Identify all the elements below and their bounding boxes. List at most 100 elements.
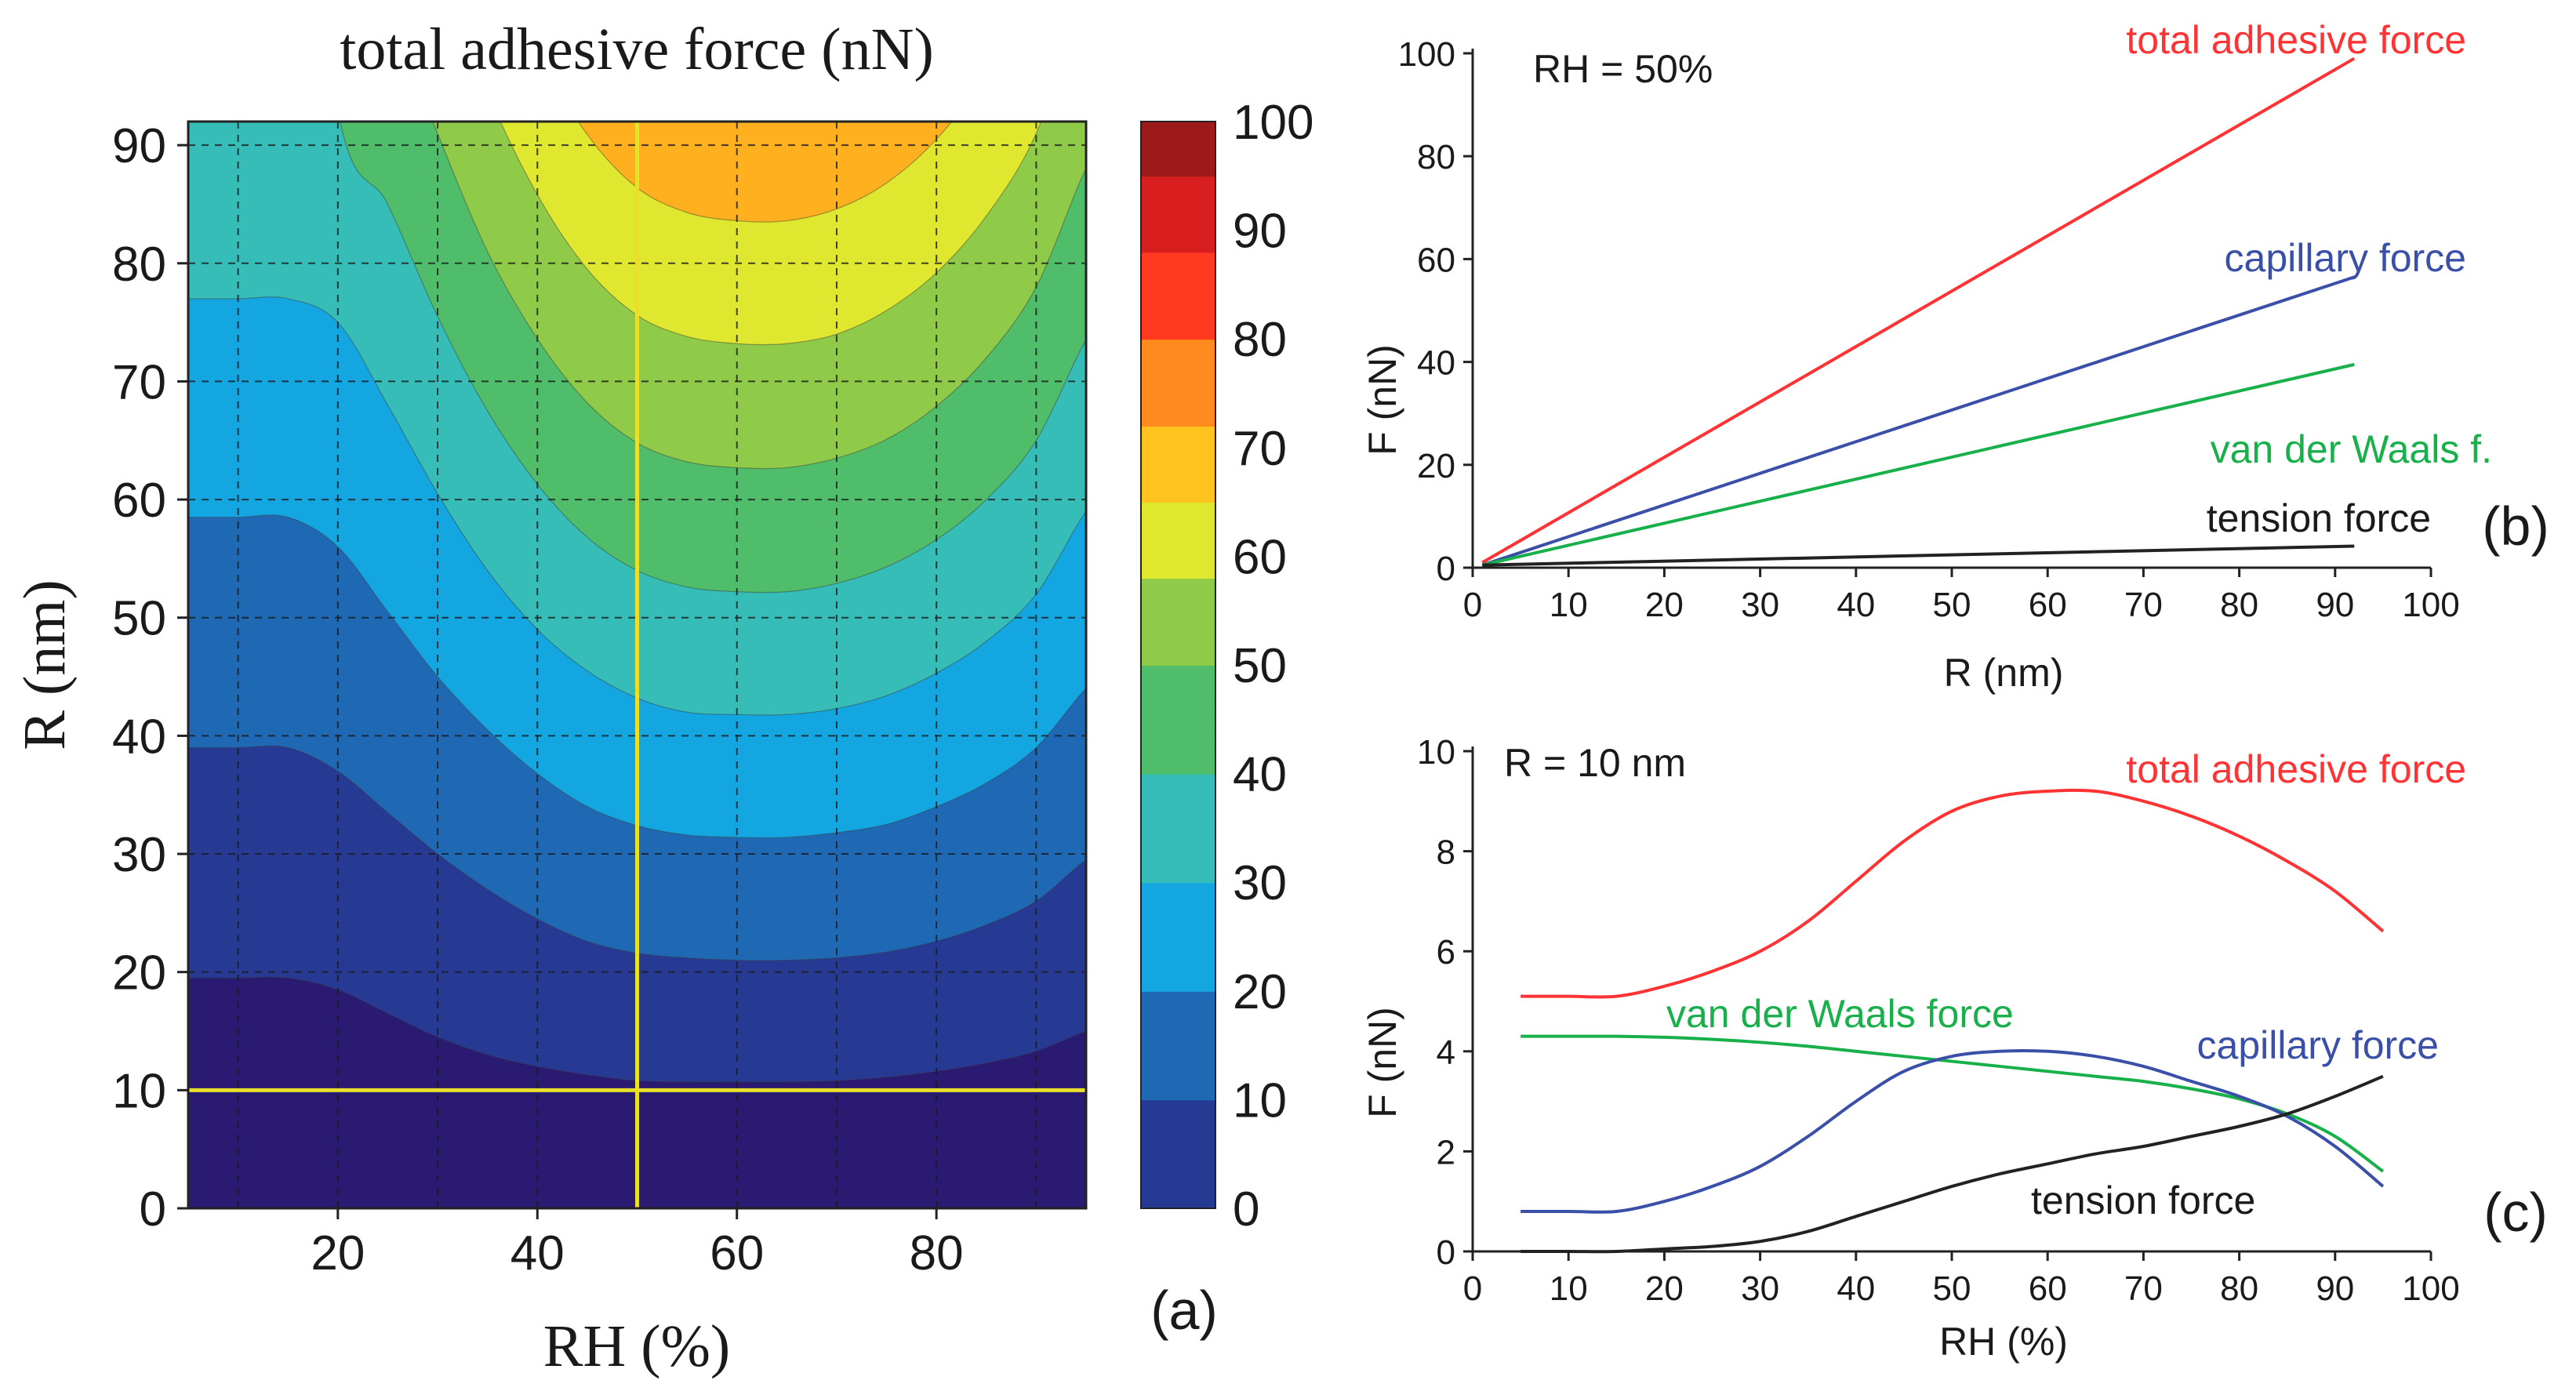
y-tick-label: 10 (1417, 733, 1455, 772)
colorbar-segment (1141, 198, 1215, 209)
colorbar-segment (1141, 621, 1215, 634)
colorbar-segment (1141, 274, 1215, 285)
panel-c-y-label: F (nN) (1361, 1007, 1404, 1118)
x-tick-label: 90 (2316, 586, 2354, 624)
colorbar-tick-label: 80 (1233, 313, 1287, 367)
colorbar-segment (1141, 903, 1215, 916)
colorbar-segment (1141, 914, 1215, 927)
colorbar-tick-label: 90 (1233, 205, 1287, 259)
colorbar-tick-label: 20 (1233, 965, 1287, 1019)
colorbar-segment (1141, 350, 1215, 361)
colorbar-segment (1141, 371, 1215, 383)
y-tick-label: 20 (112, 946, 166, 1001)
panel-a-tag: (a) (1150, 1280, 1218, 1341)
panel-b-series (1481, 56, 2356, 567)
y-tick-label: 70 (112, 355, 166, 409)
series-line-total-adhesive-force (1521, 788, 2385, 999)
colorbar-segment (1141, 1077, 1215, 1090)
colorbar-segment (1141, 284, 1215, 296)
y-tick-label: 0 (140, 1182, 166, 1237)
x-tick-label: 30 (1741, 1269, 1779, 1308)
colorbar-segment (1141, 382, 1215, 394)
colorbar-segment (1141, 893, 1215, 905)
contour-frame (187, 120, 1088, 1210)
panel-b: 0 20 40 60 80 100 0 10 20 30 40 50 60 70 80 90 100 total… (1361, 18, 2549, 695)
series-line-tension-force (1521, 1074, 2384, 1254)
colorbar-tick-label: 50 (1233, 639, 1287, 693)
series-label: total adhesive force (2126, 747, 2466, 791)
colorbar-segment (1141, 1110, 1215, 1123)
colorbar (1140, 121, 1216, 1209)
colorbar-segment (1141, 154, 1215, 166)
colorbar-segment (1141, 686, 1215, 699)
colorbar-segment (1141, 426, 1215, 438)
series-label: van der Waals force (1666, 992, 2014, 1036)
colorbar-segment (1141, 990, 1215, 1003)
colorbar-segment (1141, 936, 1215, 949)
colorbar-segment (1141, 404, 1215, 416)
series-label: capillary force (2225, 236, 2466, 280)
panel-c-tag: (c) (2483, 1182, 2548, 1243)
x-tick-label: 50 (1933, 586, 1971, 624)
y-tick-label: 30 (112, 828, 166, 882)
panel-a-y-ticks: 0 10 20 30 40 50 60 70 80 90 (112, 119, 188, 1237)
colorbar-tick-label: 60 (1233, 530, 1287, 584)
colorbar-segment (1141, 588, 1215, 601)
panel-b-axes: 0 20 40 60 80 100 0 10 20 30 40 50 60 70 80 90 100 (1398, 35, 2460, 624)
y-tick-label: 2 (1437, 1133, 1455, 1171)
colorbar-tick-label: 10 (1233, 1073, 1287, 1128)
x-tick-label: 100 (2402, 1269, 2459, 1308)
colorbar-segment (1141, 458, 1215, 470)
x-tick-label: 60 (2029, 1269, 2067, 1308)
colorbar-segment (1141, 208, 1215, 220)
panel-a-title: total adhesive force (nN) (340, 16, 934, 82)
colorbar-segment (1141, 132, 1215, 144)
panel-b-tag: (b) (2482, 496, 2549, 557)
x-tick-label: 50 (1933, 1269, 1971, 1308)
contour-plot-area (188, 122, 1086, 1208)
colorbar-ticks: 0 10 20 30 40 50 60 70 80 90 100 (1233, 96, 1313, 1237)
x-tick-label: 20 (311, 1226, 365, 1280)
colorbar-segment (1141, 958, 1215, 971)
panel-a: total adhesive force (nN) 0 10 20 30 40 50 60 7… (12, 16, 1313, 1379)
panel-c-series-labels: total adhesive force van der Waals force c… (1666, 747, 2466, 1222)
panel-a-y-label: R (nm) (12, 579, 78, 750)
colorbar-segment (1141, 263, 1215, 275)
y-tick-label: 50 (112, 592, 166, 646)
series-label: tension force (2031, 1179, 2255, 1222)
x-tick-label: 80 (2220, 1269, 2258, 1308)
colorbar-segment (1141, 176, 1215, 188)
y-tick-label: 8 (1437, 834, 1455, 872)
colorbar-segment (1141, 1121, 1215, 1133)
series-line-capillary-force (1521, 1049, 2385, 1214)
colorbar-segment (1141, 567, 1215, 579)
colorbar-segment (1141, 1186, 1215, 1199)
colorbar-segment (1141, 817, 1215, 829)
colorbar-tick-label: 100 (1233, 96, 1313, 150)
colorbar-segment (1141, 339, 1215, 351)
panel-c-x-label: RH (%) (1939, 1320, 2068, 1364)
colorbar-segment (1141, 1175, 1215, 1188)
x-tick-label: 0 (1463, 1269, 1482, 1308)
series-label: capillary force (2197, 1023, 2439, 1067)
y-tick-label: 20 (1417, 447, 1455, 485)
x-tick-label: 60 (710, 1226, 764, 1280)
colorbar-segment (1141, 1142, 1215, 1155)
colorbar-segment (1141, 741, 1215, 753)
colorbar-segment (1141, 719, 1215, 732)
panel-b-x-label: R (nm) (1944, 651, 2064, 695)
y-tick-label: 60 (112, 474, 166, 528)
colorbar-tick-label: 40 (1233, 748, 1287, 802)
series-line-total-adhesive-force (1481, 56, 2356, 565)
colorbar-segment (1141, 512, 1215, 525)
x-tick-label: 40 (510, 1226, 565, 1280)
x-tick-label: 20 (1645, 1269, 1684, 1308)
panel-b-annotation: RH = 50% (1533, 47, 1713, 91)
colorbar-segment (1141, 838, 1215, 851)
x-tick-label: 30 (1741, 586, 1779, 624)
y-tick-label: 0 (1437, 550, 1455, 588)
series-label: tension force (2207, 496, 2431, 540)
colorbar-segment (1141, 1153, 1215, 1166)
